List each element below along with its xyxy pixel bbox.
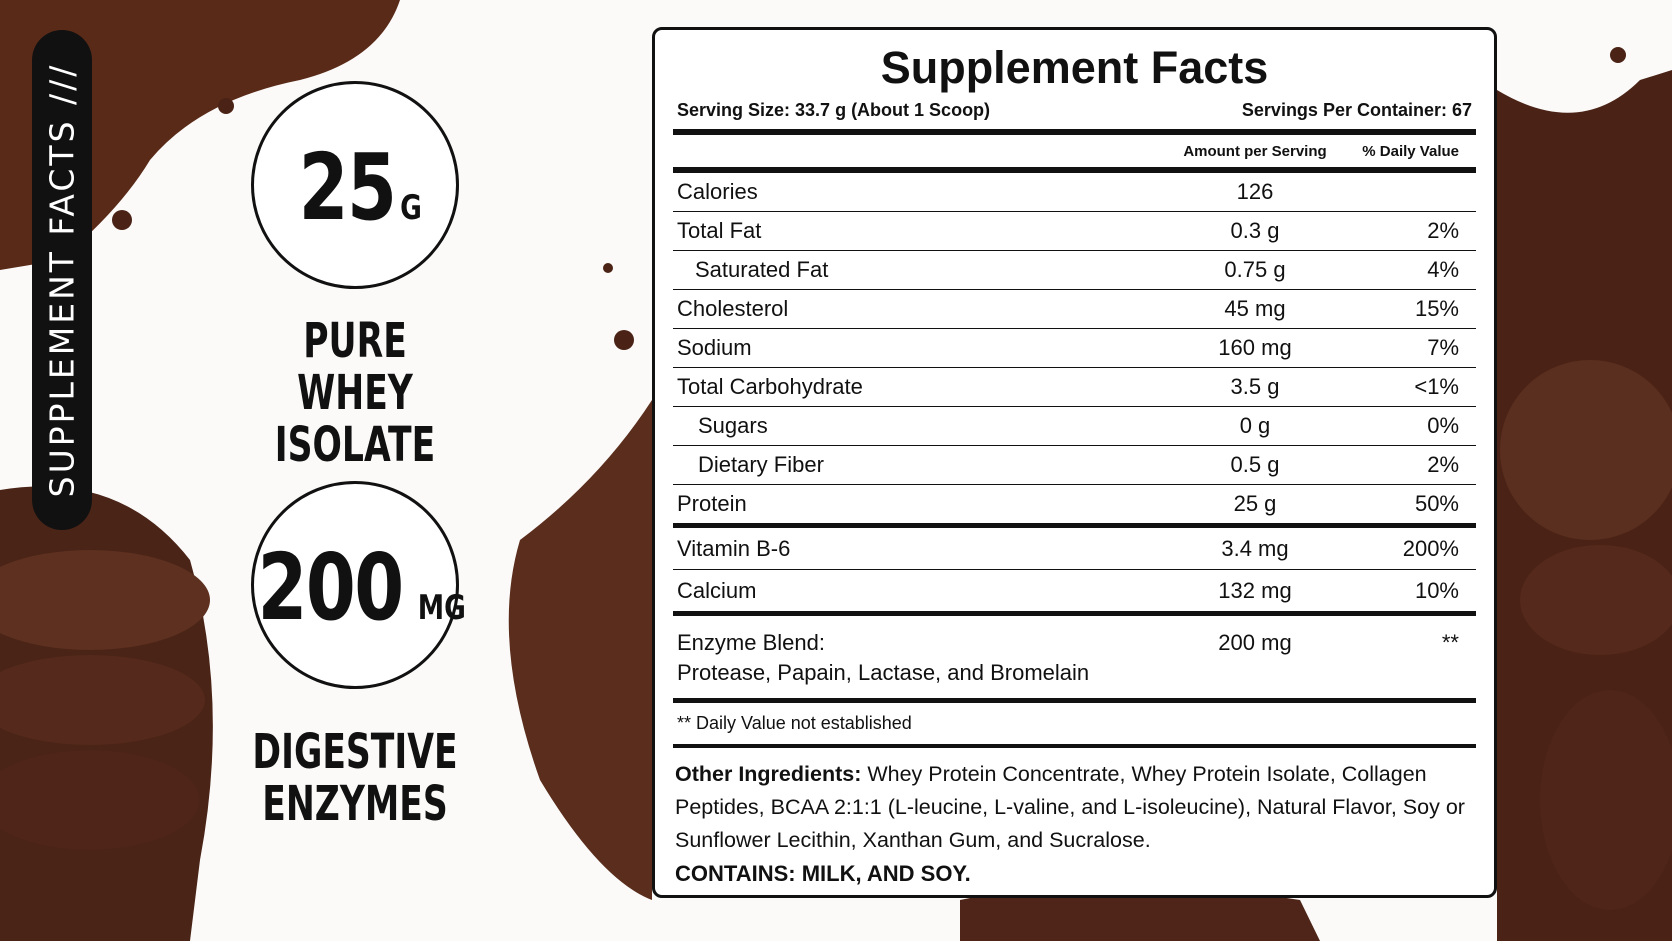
nutrient-dv: 2%	[1427, 452, 1459, 477]
facts-panel: Supplement Facts Serving Size: 33.7 g (A…	[652, 27, 1497, 898]
nutrient-dv: 50%	[1414, 491, 1459, 516]
caption-line: PURE WHEY	[297, 313, 413, 421]
nutrient-row: Calories 126	[673, 173, 1476, 212]
nutrient-name: Sodium	[677, 335, 752, 360]
nutrient-row: Total Fat 0.3 g 2%	[673, 212, 1476, 251]
badge-caption: DIGESTIVE ENZYMES	[205, 726, 505, 830]
other-label: Other Ingredients:	[675, 762, 862, 786]
nutrient-name: Total Fat	[677, 218, 762, 243]
badge: 25 G	[251, 81, 459, 289]
nutrient-name: Vitamin B-6	[677, 535, 791, 561]
caption-line: ENZYMES	[262, 776, 448, 832]
nutrient-name: Dietary Fiber	[698, 452, 824, 477]
nutrient-amount: 0.3 g	[1230, 218, 1280, 243]
enzyme-row: Enzyme Blend: 200 mg ** Protease, Papain…	[673, 616, 1476, 703]
nutrient-name: Total Carbohydrate	[677, 374, 863, 399]
other-text: Whey Protein Concentrate, Whey Protein I…	[675, 762, 1465, 852]
nutrient-row: Protein 25 g 50%	[673, 485, 1476, 528]
nutrient-dv: 0%	[1427, 413, 1459, 438]
nutrient-name: Calories	[677, 179, 758, 204]
side-label: SUPPLEMENT FACTS ///	[42, 62, 82, 498]
serving-size: Serving Size: 33.7 g (About 1 Scoop)	[677, 100, 991, 120]
enzyme-detail: Protease, Papain, Lactase, and Bromelain	[677, 660, 1090, 685]
nutrient-amount: 0.5 g	[1230, 452, 1280, 477]
rule	[673, 129, 1476, 135]
footnote: ** Daily Value not established	[673, 703, 1476, 748]
nutrient-amount: 25 g	[1233, 491, 1277, 516]
nutrient-amount: 160 mg	[1218, 335, 1292, 360]
badge-unit: G	[400, 188, 422, 228]
enzyme-dv: **	[1441, 630, 1459, 655]
nutrient-dv: 4%	[1427, 257, 1459, 282]
nutrient-dv: 200%	[1402, 535, 1459, 561]
nutrient-row: Total Carbohydrate 3.5 g <1%	[673, 368, 1476, 407]
allergens: CONTAINS: MILK, AND SOY.	[675, 861, 971, 886]
other-ingredients: Other Ingredients: Whey Protein Concentr…	[673, 748, 1476, 857]
caption-line: DIGESTIVE	[252, 724, 458, 780]
side-pill: SUPPLEMENT FACTS ///	[32, 30, 92, 530]
serving-info: Serving Size: 33.7 g (About 1 Scoop) Ser…	[673, 96, 1476, 129]
nutrient-row: Sodium 160 mg 7%	[673, 329, 1476, 368]
nutrient-amount: 0 g	[1239, 413, 1271, 438]
nutrient-dv: <1%	[1414, 374, 1459, 399]
badge-value: 25	[298, 134, 397, 241]
badge-value: 200	[257, 534, 405, 641]
nutrient-name: Saturated Fat	[695, 257, 829, 282]
nutrient-name: Sugars	[698, 413, 768, 438]
nutrient-name: Calcium	[677, 577, 757, 603]
nutrient-dv: 10%	[1414, 577, 1459, 603]
badge: 200 MG	[251, 481, 466, 689]
badge-caption: PURE WHEY ISOLATE	[205, 315, 505, 471]
nutrient-dv: 7%	[1427, 335, 1459, 360]
nutrient-dv: 15%	[1414, 296, 1459, 321]
column-label: Amount per Serving	[1183, 142, 1327, 160]
nutrient-rows: Calories 126 Total Fat 0.3 g 2% Saturated Fat…	[673, 173, 1476, 528]
nutrient-amount: 3.4 mg	[1221, 535, 1289, 561]
badge-unit: MG	[417, 588, 467, 628]
enzyme-amount: 200 mg	[1218, 630, 1292, 655]
nutrient-name: Cholesterol	[677, 296, 789, 321]
nutrient-row: Cholesterol 45 mg 15%	[673, 290, 1476, 329]
enzyme-name: Enzyme Blend:	[677, 630, 825, 655]
nutrient-dv: 2%	[1427, 218, 1459, 243]
nutrient-row: Sugars 0 g 0%	[673, 407, 1476, 446]
nutrient-amount: 132 mg	[1218, 577, 1292, 603]
column-label: % Daily Value	[1362, 142, 1459, 160]
vitamin-rows: Vitamin B-6 3.4 mg 200% Calcium 132 mg 10%	[673, 528, 1476, 616]
column-header: Amount per Serving % Daily Value	[673, 135, 1476, 173]
nutrient-row: Vitamin B-6 3.4 mg 200%	[673, 528, 1476, 570]
servings-per-container: Servings Per Container: 67	[1241, 100, 1472, 120]
nutrient-name: Protein	[677, 491, 747, 516]
nutrient-row: Calcium 132 mg 10%	[673, 570, 1476, 616]
nutrient-amount: 45 mg	[1224, 296, 1286, 321]
nutrient-amount: 126	[1236, 179, 1274, 204]
nutrient-amount: 3.5 g	[1230, 374, 1280, 399]
nutrient-row: Saturated Fat 0.75 g 4%	[673, 251, 1476, 290]
caption-line: ISOLATE	[274, 417, 436, 473]
nutrient-row: Dietary Fiber 0.5 g 2%	[673, 446, 1476, 485]
nutrient-amount: 0.75 g	[1224, 257, 1286, 282]
facts-title: Supplement Facts	[880, 42, 1269, 93]
